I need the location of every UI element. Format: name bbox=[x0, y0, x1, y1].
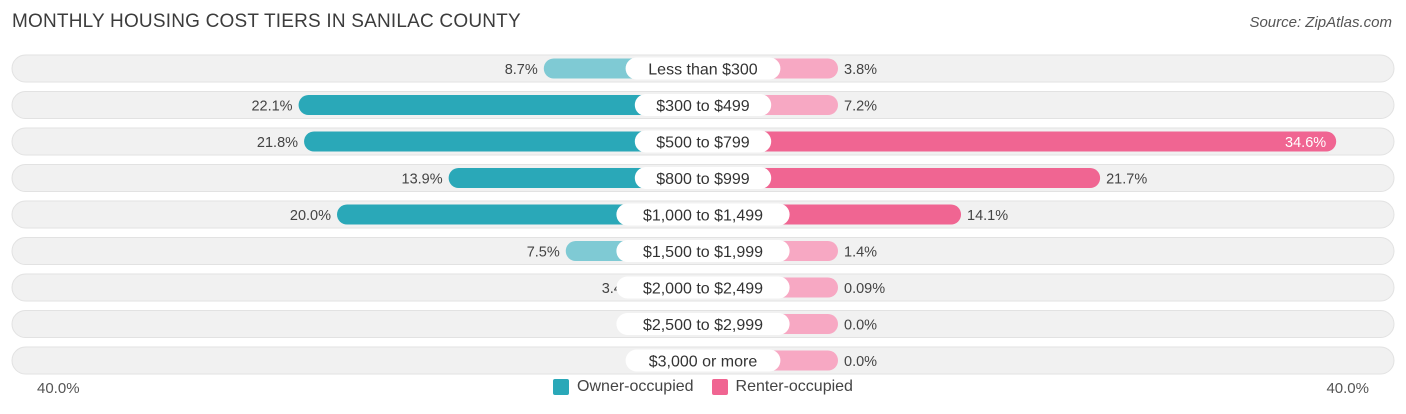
category-label: $3,000 or more bbox=[649, 354, 758, 371]
legend: Owner-occupied Renter-occupied bbox=[0, 378, 1406, 396]
renter-value-label: 21.7% bbox=[1106, 172, 1147, 188]
category-pill bbox=[634, 130, 772, 153]
legend-owner-label: Owner-occupied bbox=[577, 378, 694, 395]
renter-value-label: 14.1% bbox=[967, 208, 1008, 224]
category-pill bbox=[616, 313, 790, 335]
category-label: $300 to $499 bbox=[656, 98, 750, 115]
category-pill bbox=[634, 94, 772, 116]
legend-renter-swatch bbox=[711, 379, 728, 395]
owner-value-label: 22.1% bbox=[251, 99, 292, 115]
legend-owner-swatch bbox=[553, 379, 570, 395]
renter-value-label: 7.2% bbox=[844, 99, 877, 115]
owner-value-label: 13.9% bbox=[402, 172, 443, 188]
axis-right-label: 40.0% bbox=[1326, 380, 1369, 397]
legend-renter[interactable]: Renter-occupied bbox=[711, 378, 853, 396]
source-label: Source: ZipAtlas.com bbox=[1249, 14, 1392, 31]
owner-bar bbox=[337, 204, 703, 225]
category-pill bbox=[616, 203, 790, 226]
renter-value-label: 0.0% bbox=[844, 354, 877, 370]
category-label: $1,000 to $1,499 bbox=[643, 208, 763, 225]
category-label: $800 to $999 bbox=[656, 171, 750, 188]
category-label: Less than $300 bbox=[648, 62, 758, 79]
owner-value-label: 20.0% bbox=[290, 208, 331, 224]
renter-value-label: 1.4% bbox=[844, 245, 877, 261]
owner-value-label: 21.8% bbox=[257, 135, 298, 151]
owner-value-label: 7.5% bbox=[527, 245, 560, 261]
category-pill bbox=[616, 276, 790, 299]
chart-title: MONTHLY HOUSING COST TIERS IN SANILAC CO… bbox=[12, 11, 521, 32]
renter-value-label: 0.0% bbox=[844, 318, 877, 334]
category-label: $2,500 to $2,999 bbox=[643, 317, 763, 334]
category-label: $2,000 to $2,499 bbox=[643, 281, 763, 298]
legend-renter-label: Renter-occupied bbox=[735, 378, 853, 395]
owner-bar bbox=[298, 95, 703, 115]
owner-bar bbox=[304, 131, 703, 152]
category-pill bbox=[634, 167, 772, 189]
renter-bar bbox=[703, 131, 1337, 152]
category-pill bbox=[625, 349, 781, 372]
category-pill bbox=[625, 57, 781, 80]
category-label: $500 to $799 bbox=[656, 135, 750, 152]
owner-value-label: 8.7% bbox=[505, 62, 538, 78]
renter-bar bbox=[703, 168, 1101, 188]
category-label: $1,500 to $1,999 bbox=[643, 244, 763, 261]
category-pill bbox=[616, 240, 790, 262]
renter-value-label: 0.09% bbox=[844, 281, 885, 297]
renter-value-label: 34.6% bbox=[1285, 135, 1326, 151]
legend-owner[interactable]: Owner-occupied bbox=[553, 378, 694, 396]
renter-value-label: 3.8% bbox=[844, 62, 877, 78]
axis-left-label: 40.0% bbox=[37, 380, 80, 397]
